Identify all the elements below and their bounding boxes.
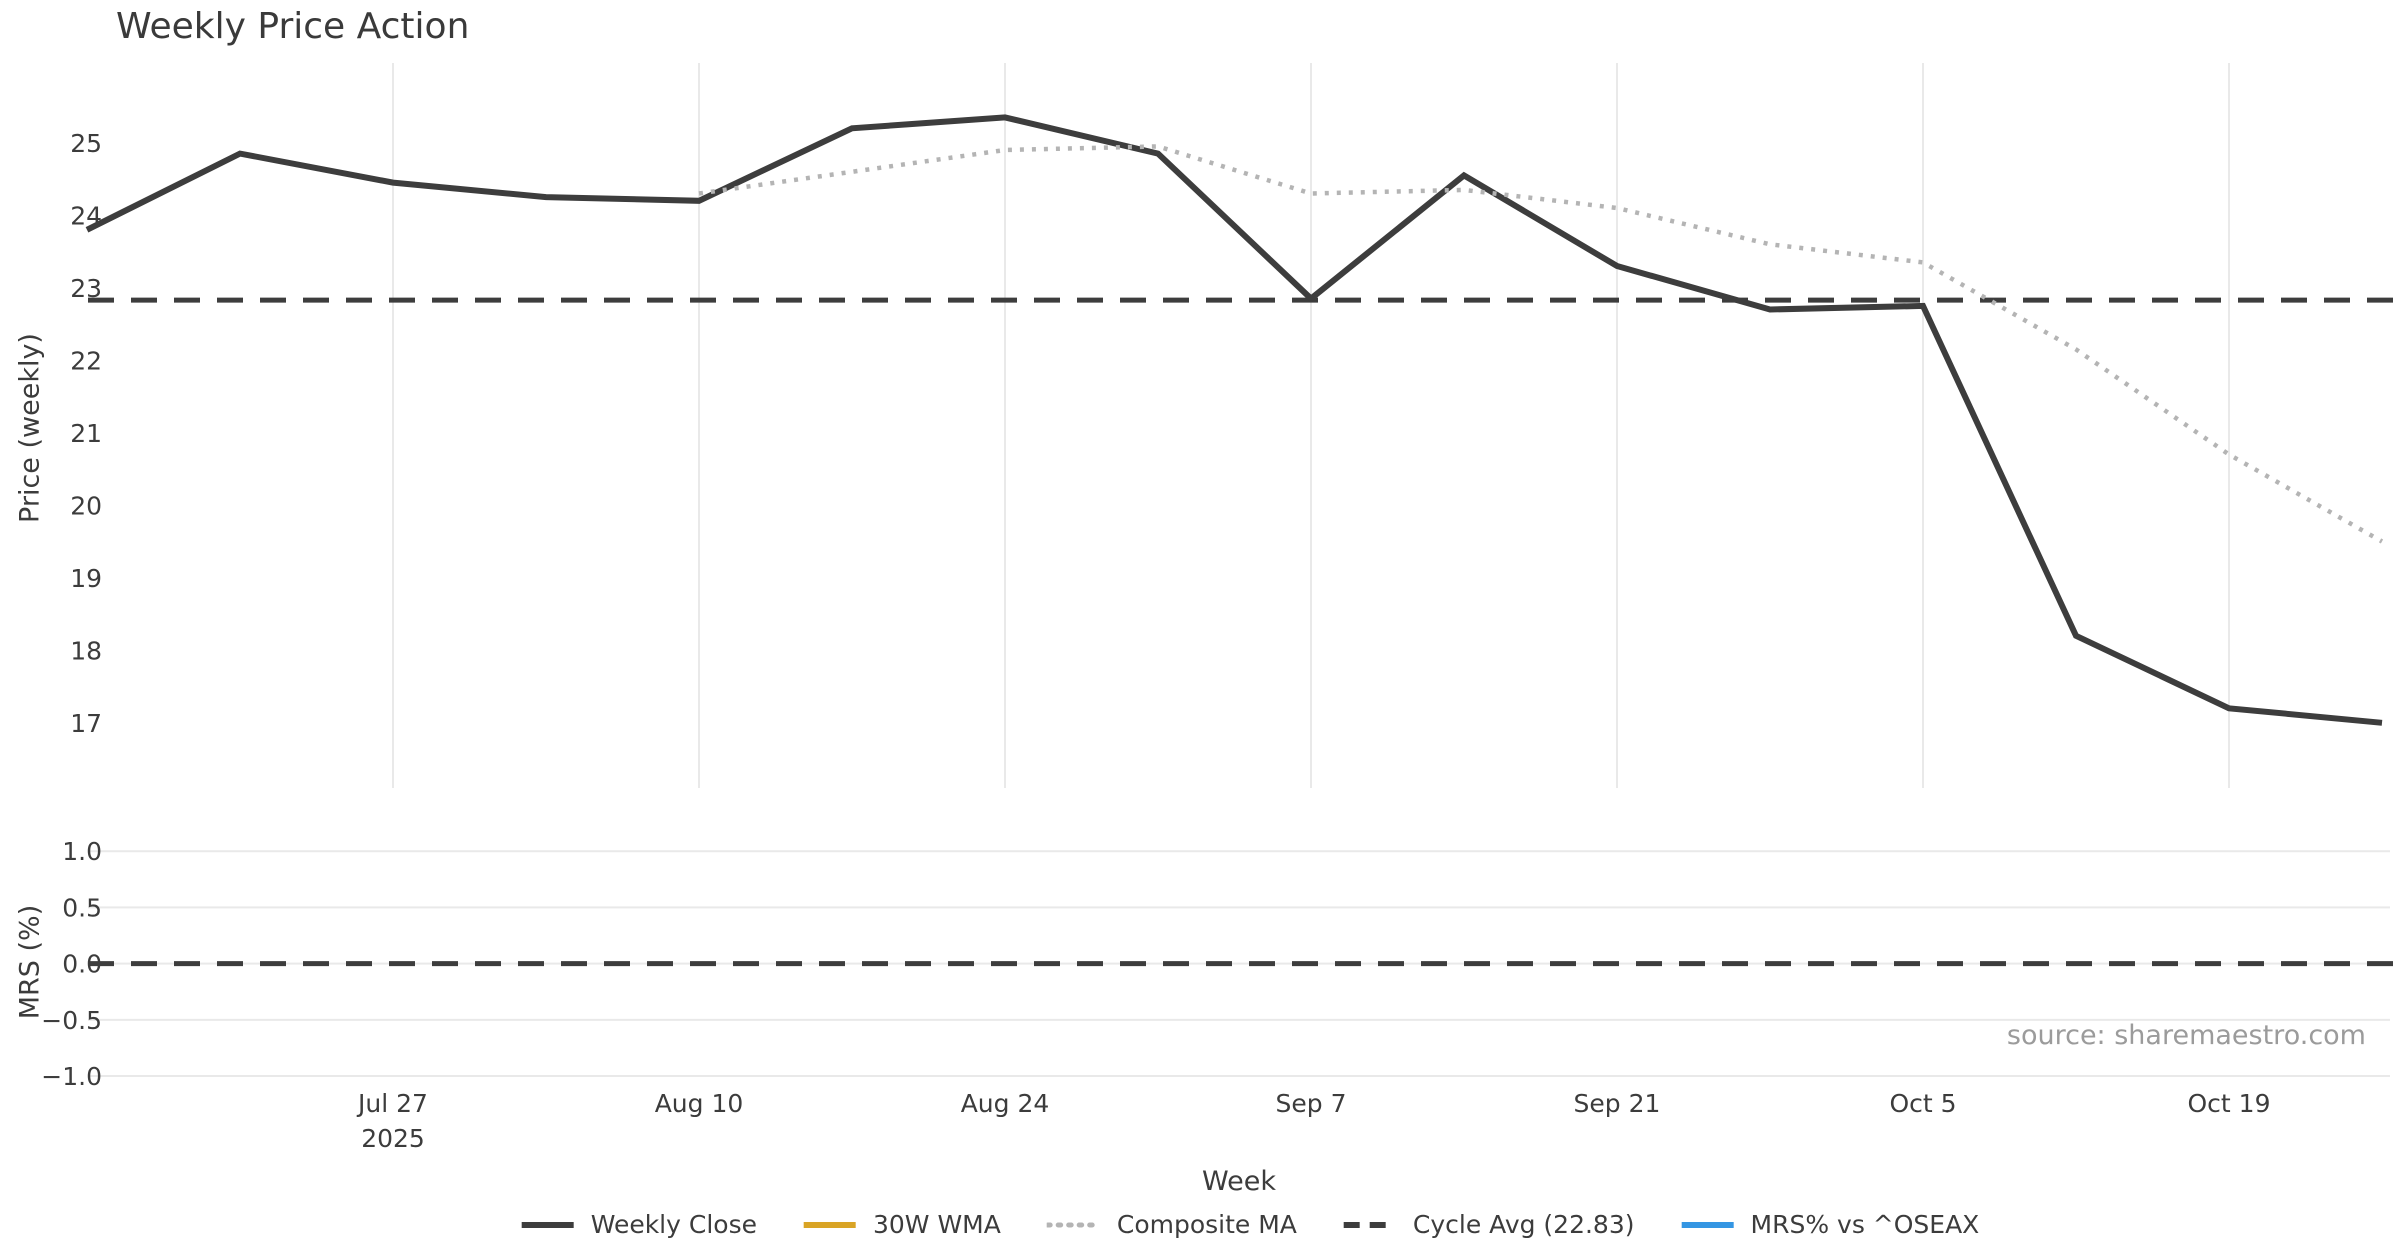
legend-item-weekly-close: Weekly Close — [521, 1210, 757, 1239]
xtick-label: Oct 5 — [1889, 1089, 1956, 1118]
legend-swatch-icon — [521, 1221, 574, 1228]
price-ytick-label: 17 — [70, 709, 102, 738]
price-ytick-label: 20 — [70, 491, 102, 520]
price-ytick-label: 22 — [70, 346, 102, 375]
mrs-ytick-label: −1.0 — [41, 1062, 102, 1091]
mrs-ytick-label: −0.5 — [41, 1006, 102, 1035]
legend-label: 30W WMA — [872, 1210, 1001, 1239]
price-ytick-label: 21 — [70, 419, 102, 448]
composite-ma-line — [698, 144, 2384, 544]
legend-label: Weekly Close — [590, 1210, 757, 1239]
price-ytick-label: 19 — [70, 564, 102, 593]
legend-item-30w-wma: 30W WMA — [803, 1210, 1001, 1239]
legend-label: MRS% vs ^OSEAX — [1750, 1210, 1980, 1239]
legend-swatch-icon — [1343, 1221, 1396, 1228]
xtick-year-label: 2025 — [361, 1124, 425, 1153]
legend-item-mrs-vs-oseax: MRS% vs ^OSEAX — [1681, 1210, 1980, 1239]
legend-item-cycle-avg-22-83-: Cycle Avg (22.83) — [1343, 1210, 1635, 1239]
mrs-ytick-label: 1.0 — [62, 837, 102, 866]
xtick-label: Aug 24 — [961, 1089, 1050, 1118]
xtick-label: Sep 7 — [1276, 1089, 1347, 1118]
xtick-label: Aug 10 — [655, 1089, 744, 1118]
xtick-label: Sep 21 — [1574, 1089, 1661, 1118]
xtick-label: Oct 19 — [2188, 1089, 2271, 1118]
legend-swatch-icon — [803, 1221, 856, 1228]
xtick-label: Jul 27 — [356, 1089, 428, 1118]
weekly-close-line — [85, 114, 2383, 726]
price-ytick-label: 18 — [70, 636, 102, 665]
legend-label: Composite MA — [1116, 1210, 1297, 1239]
source-note: source: sharemaestro.com — [2006, 1020, 2366, 1051]
chart-title: Weekly Price Action — [116, 6, 470, 47]
legend-item-composite-ma: Composite MA — [1046, 1210, 1297, 1239]
legend-swatch-icon — [1681, 1221, 1734, 1228]
legend-swatch-icon — [1046, 1222, 1101, 1227]
legend-label: Cycle Avg (22.83) — [1412, 1210, 1635, 1239]
x-axis-title: Week — [1202, 1166, 1276, 1197]
price-ytick-label: 25 — [70, 129, 102, 158]
legend: Weekly Close 30W WMA Composite MA Cycle Avg… — [521, 1210, 1980, 1239]
mrs-ytick-label: 0.5 — [62, 893, 102, 922]
